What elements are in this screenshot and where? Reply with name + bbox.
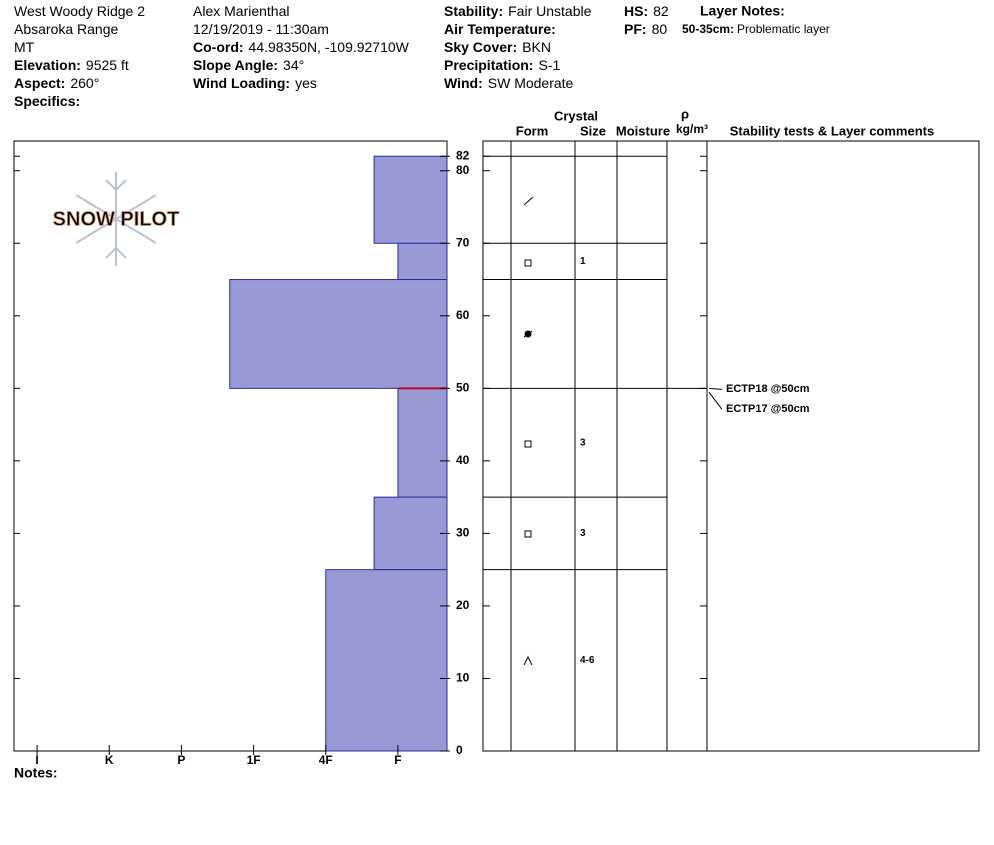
grain-size: 3 <box>580 528 586 539</box>
col-header: ρ <box>681 106 689 121</box>
field-value: 80 <box>652 21 668 37</box>
x-tick-label: 4F <box>319 753 333 767</box>
header-field: Sky Cover: BKN <box>444 39 551 55</box>
y-tick-label: 10 <box>456 671 470 685</box>
field-label: PF: <box>624 21 647 37</box>
x-tick-label: I <box>35 753 38 767</box>
header-field: PF: 80 <box>624 21 667 37</box>
y-tick-label: 30 <box>456 526 470 540</box>
header-field: Wind Loading: yes <box>193 75 317 91</box>
note-label: 50-35cm: <box>682 22 734 36</box>
field-label: Sky Cover: <box>444 39 517 55</box>
field-value: 34° <box>283 57 304 73</box>
y-tick-label: 60 <box>456 308 470 322</box>
y-tick-label: 82 <box>456 148 470 162</box>
hardness-bar <box>397 387 448 498</box>
field-value: 260° <box>70 75 99 91</box>
field-label: Co-ord: <box>193 39 244 55</box>
hardness-bar <box>397 242 448 281</box>
field-label: Elevation: <box>14 57 81 73</box>
hardness-bar <box>325 569 448 752</box>
y-tick-label: 40 <box>456 453 470 467</box>
y-tick-label: 20 <box>456 598 470 612</box>
hardness-bar <box>373 155 448 244</box>
field-label: Wind Loading: <box>193 75 290 91</box>
grain-size: 3 <box>580 437 586 448</box>
y-tick-label: 70 <box>456 235 470 249</box>
field-label: Aspect: <box>14 75 65 91</box>
col-header: Stability tests & Layer comments <box>730 123 934 138</box>
field-label: Air Temperature: <box>444 21 556 37</box>
layer-notes-label: Layer Notes: <box>700 3 785 19</box>
col-header: kg/m³ <box>676 122 708 136</box>
test-arrow <box>708 387 723 390</box>
header-field: West Woody Ridge 2 <box>14 3 145 19</box>
test-arrow <box>708 392 723 410</box>
field-value: 44.98350N, -109.92710W <box>249 39 410 55</box>
logo: SNOW PILOT <box>53 208 180 230</box>
grain-forms <box>523 196 534 666</box>
header-field: Alex Marienthal <box>193 3 290 19</box>
y-tick-label: 0 <box>456 743 463 757</box>
test-label: ECTP17 @50cm <box>726 403 810 415</box>
field-value: MT <box>14 39 35 55</box>
field-value: West Woody Ridge 2 <box>14 3 145 19</box>
header-field: Air Temperature: <box>444 21 556 37</box>
hardness-bar <box>229 279 448 389</box>
field-value: Absaroka Range <box>14 21 119 37</box>
header-field: Elevation: 9525 ft <box>14 57 129 73</box>
table-frame <box>482 140 980 752</box>
header-field: Aspect: 260° <box>14 75 99 91</box>
col-header: Moisture <box>616 123 670 138</box>
header-field: MT <box>14 39 35 55</box>
header-field: HS: 82 <box>624 3 669 19</box>
header-field: Wind: SW Moderate <box>444 75 574 91</box>
field-label: Stability: <box>444 3 503 19</box>
grain-size: 4-6 <box>580 655 595 666</box>
col-header: Form <box>516 123 549 138</box>
header-field: Absaroka Range <box>14 21 119 37</box>
field-label: Specifics: <box>14 93 80 109</box>
y-tick-label: 50 <box>456 381 470 395</box>
col-header: Crystal <box>554 108 598 123</box>
x-tick-label: 1F <box>247 753 261 767</box>
header-field: Specifics: <box>14 93 80 109</box>
field-value: SW Moderate <box>488 75 574 91</box>
field-label: Slope Angle: <box>193 57 278 73</box>
x-tick-label: K <box>105 753 114 767</box>
field-value: BKN <box>522 39 551 55</box>
col-header: Size <box>580 123 606 138</box>
table-columns <box>510 141 708 751</box>
x-tick-label: F <box>394 753 401 767</box>
field-value: S-1 <box>538 57 560 73</box>
field-value: yes <box>295 75 317 91</box>
header-field: Co-ord: 44.98350N, -109.92710W <box>193 39 410 55</box>
field-label: Wind: <box>444 75 483 91</box>
field-value: Fair Unstable <box>508 3 591 19</box>
field-label: Precipitation: <box>444 57 533 73</box>
field-value: 9525 ft <box>86 57 129 73</box>
x-tick-label: P <box>177 753 185 767</box>
field-value: 82 <box>653 3 669 19</box>
logo-flake <box>75 172 157 266</box>
header-field: Stability: Fair Unstable <box>444 3 592 19</box>
field-label: HS: <box>624 3 648 19</box>
header-field: 12/19/2019 - 11:30am <box>193 21 329 37</box>
field-value: 12/19/2019 - 11:30am <box>193 21 329 37</box>
notes-label: Notes: <box>14 765 58 781</box>
test-label: ECTP18 @50cm <box>726 383 810 395</box>
grain-size: 1 <box>580 256 586 267</box>
hardness-bar <box>373 496 448 571</box>
header-field: Precipitation: S-1 <box>444 57 560 73</box>
note-text: Problematic layer <box>737 22 830 36</box>
header-field: Slope Angle: 34° <box>193 57 304 73</box>
field-value: Alex Marienthal <box>193 3 290 19</box>
layer-note: 50-35cm: Problematic layer <box>682 22 830 36</box>
y-tick-label: 80 <box>456 163 470 177</box>
